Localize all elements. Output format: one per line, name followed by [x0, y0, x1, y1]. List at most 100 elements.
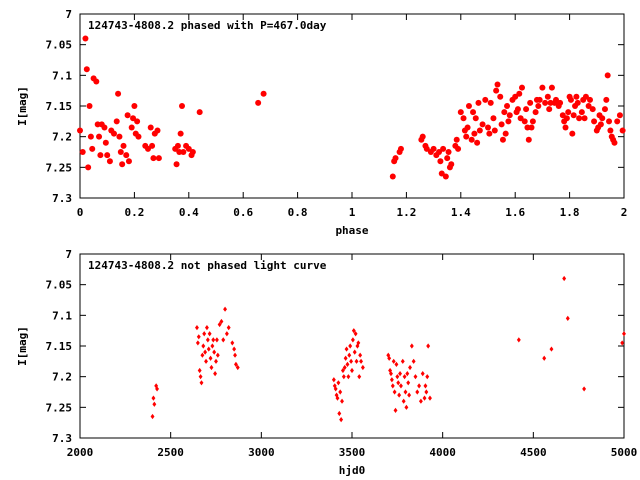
x-tick-label: 2000: [67, 446, 94, 459]
data-point: [93, 78, 100, 85]
data-point: [348, 343, 353, 349]
data-point: [346, 374, 351, 380]
data-point: [567, 96, 574, 103]
data-point: [504, 103, 511, 109]
chart-title: 124743-4808.2 not phased light curve: [88, 259, 327, 272]
data-point: [437, 158, 444, 165]
data-point: [404, 404, 409, 410]
data-point: [354, 358, 359, 364]
data-point: [206, 346, 211, 352]
data-point: [102, 139, 109, 146]
data-point: [532, 109, 539, 116]
x-tick-label: 0.6: [233, 206, 253, 219]
data-point: [232, 346, 237, 352]
data-point: [207, 331, 212, 337]
x-tick-label: 0.4: [179, 206, 199, 219]
data-point: [360, 364, 365, 371]
data-point: [393, 407, 398, 413]
data-point: [337, 410, 342, 417]
data-point: [113, 118, 120, 125]
data-point: [353, 331, 358, 337]
data-point: [620, 340, 625, 346]
data-point: [604, 72, 611, 79]
data-point: [565, 315, 570, 321]
data-point: [255, 99, 262, 106]
data-point: [335, 395, 340, 401]
data-point: [106, 158, 113, 165]
data-point: [585, 103, 592, 109]
x-tick-label: 1.8: [560, 206, 580, 219]
data-point: [517, 115, 524, 122]
data-point: [356, 340, 361, 346]
data-point: [603, 96, 610, 103]
data-point: [578, 109, 585, 116]
data-point: [399, 383, 403, 389]
data-point: [562, 124, 569, 131]
data-point: [474, 139, 481, 146]
x-tick-label: 1: [349, 206, 356, 219]
data-point: [195, 340, 200, 346]
data-point: [528, 124, 535, 131]
data-point: [557, 99, 564, 106]
data-point: [468, 136, 475, 143]
data-point: [111, 130, 117, 137]
x-tick-label: 2: [621, 206, 628, 219]
data-point: [581, 115, 588, 122]
data-point: [476, 127, 483, 134]
data-point: [406, 380, 411, 386]
data-point: [464, 124, 471, 131]
data-point: [573, 93, 580, 100]
data-point: [402, 374, 407, 380]
data-point: [197, 367, 202, 374]
data-point: [463, 133, 470, 140]
data-point: [562, 275, 567, 282]
data-point: [422, 395, 427, 401]
data-point: [198, 374, 203, 380]
data-point: [196, 109, 203, 116]
data-point: [331, 377, 336, 383]
data-point: [79, 149, 86, 155]
data-point: [544, 93, 551, 100]
data-point: [350, 367, 354, 374]
data-point: [195, 325, 199, 331]
data-point: [151, 395, 156, 401]
data-point: [342, 364, 347, 371]
data-point: [419, 133, 426, 140]
data-point: [152, 401, 157, 407]
y-tick-label: 7.05: [46, 279, 73, 292]
data-point: [460, 115, 467, 122]
y-tick-label: 7.2: [52, 131, 72, 144]
data-point: [502, 130, 509, 137]
data-point: [213, 371, 218, 377]
data-point: [180, 149, 187, 155]
data-point: [565, 109, 572, 116]
data-point: [539, 84, 546, 91]
data-point: [397, 145, 404, 152]
x-tick-label: 3000: [248, 446, 275, 459]
data-point: [389, 371, 393, 377]
data-point: [498, 121, 505, 128]
data-point: [338, 389, 343, 395]
data-point: [124, 112, 131, 119]
y-axis-label: I[mag]: [16, 86, 29, 126]
y-tick-label: 7: [65, 8, 72, 21]
data-point: [200, 352, 205, 358]
data-point: [179, 103, 185, 109]
x-tick-label: 1.2: [396, 206, 416, 219]
data-point: [196, 334, 201, 340]
data-point: [83, 66, 90, 73]
chart-title: 124743-4808.2 phased with P=467.0day: [88, 19, 327, 32]
data-point: [358, 352, 363, 358]
data-point: [497, 93, 504, 100]
data-point: [223, 306, 228, 312]
y-tick-label: 7.3: [52, 192, 72, 205]
x-tick-label: 4500: [520, 446, 547, 459]
data-point: [125, 158, 132, 165]
data-point: [426, 343, 431, 349]
data-point: [423, 383, 428, 389]
data-point: [444, 155, 451, 162]
data-point: [357, 374, 362, 380]
data-point: [559, 112, 566, 119]
data-point: [177, 130, 184, 137]
x-tick-label: 0.8: [288, 206, 308, 219]
